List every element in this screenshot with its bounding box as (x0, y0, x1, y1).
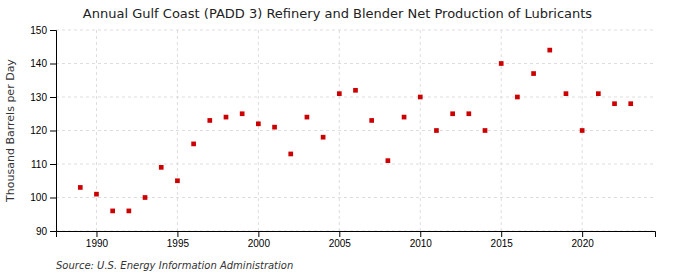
grid-line (501, 30, 502, 231)
tick-mark (50, 198, 56, 199)
grid-line (56, 130, 655, 131)
point (321, 135, 326, 140)
tick-mark (50, 231, 56, 232)
point (386, 158, 391, 163)
tick: 2010 (410, 231, 433, 249)
point (596, 91, 601, 96)
tick: 1995 (167, 231, 190, 249)
tick-label: 1995 (167, 238, 190, 249)
grid (56, 30, 655, 231)
y-axis-title: Thousand Barrels per Day (4, 59, 17, 203)
tick-label: 2020 (572, 238, 595, 249)
tick-label: 2005 (329, 238, 352, 249)
point (515, 95, 520, 100)
tick-mark (50, 30, 56, 31)
annotation: Source: U.S. Energy Information Administ… (56, 260, 293, 271)
tick-label: 120 (30, 125, 47, 136)
tick-mark (50, 64, 56, 65)
tick: 120 (30, 125, 56, 136)
plot-area: 1990 1995 2000 2005 2010 2015 2020 90 100 110 120 1… (30, 25, 655, 249)
tick-mark (258, 231, 259, 237)
point (369, 118, 374, 123)
tick-mark (50, 164, 56, 165)
tick-label: 2000 (248, 238, 271, 249)
point (288, 152, 293, 157)
point (450, 111, 455, 116)
tick-label: 90 (36, 226, 48, 237)
tick-label: 2010 (410, 238, 433, 249)
tick-label: 2015 (491, 238, 514, 249)
chart: 1990 1995 2000 2005 2010 2015 2020 90 100 110 120 1… (0, 0, 675, 275)
tick: 90 (36, 226, 56, 237)
point (110, 209, 115, 214)
grid-line (56, 30, 655, 31)
point (483, 128, 488, 133)
point (78, 185, 83, 190)
point (402, 115, 407, 120)
point (175, 178, 180, 183)
grid-line (96, 30, 97, 231)
tick: 140 (30, 58, 56, 69)
point (127, 209, 132, 214)
tick: 1990 (86, 231, 109, 249)
point (207, 118, 212, 123)
grid-line (258, 30, 259, 231)
point (564, 91, 569, 96)
tick-mark (420, 231, 421, 237)
tick-mark (50, 131, 56, 132)
point (305, 115, 310, 120)
tick-label: 150 (30, 25, 47, 36)
tick-mark (96, 231, 97, 237)
points (78, 48, 633, 213)
tick: 2000 (248, 231, 271, 249)
y-axis: 90 100 110 120 130 140 150 (30, 25, 56, 237)
tick-label: 130 (30, 92, 47, 103)
point (191, 142, 196, 147)
tick-label: 1990 (86, 238, 109, 249)
grid-line (56, 164, 655, 165)
tick: 2015 (491, 231, 514, 249)
point (466, 111, 471, 116)
tick: 100 (30, 192, 56, 203)
tick: 2005 (329, 231, 352, 249)
grid-line (339, 30, 340, 231)
point (612, 101, 617, 106)
tick-label: 100 (30, 192, 47, 203)
x-axis: 1990 1995 2000 2005 2010 2015 2020 (57, 231, 656, 249)
point (547, 48, 552, 53)
point (628, 101, 633, 106)
tick-mark (339, 231, 340, 237)
point (240, 111, 245, 116)
title: Annual Gulf Coast (PADD 3) Refinery and … (83, 6, 593, 21)
tick-mark (582, 231, 583, 237)
point (418, 95, 423, 100)
axis-line (50, 31, 57, 232)
tick-mark (50, 97, 56, 98)
point (143, 195, 148, 200)
grid-line (56, 63, 655, 64)
tick: 130 (30, 92, 56, 103)
point (224, 115, 229, 120)
point (499, 61, 504, 66)
grid-line (420, 30, 421, 231)
point (531, 71, 536, 76)
point (580, 128, 585, 133)
point (94, 192, 99, 197)
point (256, 121, 261, 126)
point (337, 91, 342, 96)
tick-label: 110 (31, 159, 47, 170)
point (353, 88, 358, 93)
axis-line (57, 232, 656, 238)
point (272, 125, 277, 130)
point (159, 165, 164, 170)
tick: 2020 (572, 231, 595, 249)
tick-mark (177, 231, 178, 237)
grid-line (56, 97, 655, 98)
tick-label: 140 (30, 58, 47, 69)
tick: 150 (30, 25, 56, 36)
tick: 110 (31, 159, 56, 170)
grid-line (177, 30, 178, 231)
tick-mark (501, 231, 502, 237)
point (434, 128, 439, 133)
